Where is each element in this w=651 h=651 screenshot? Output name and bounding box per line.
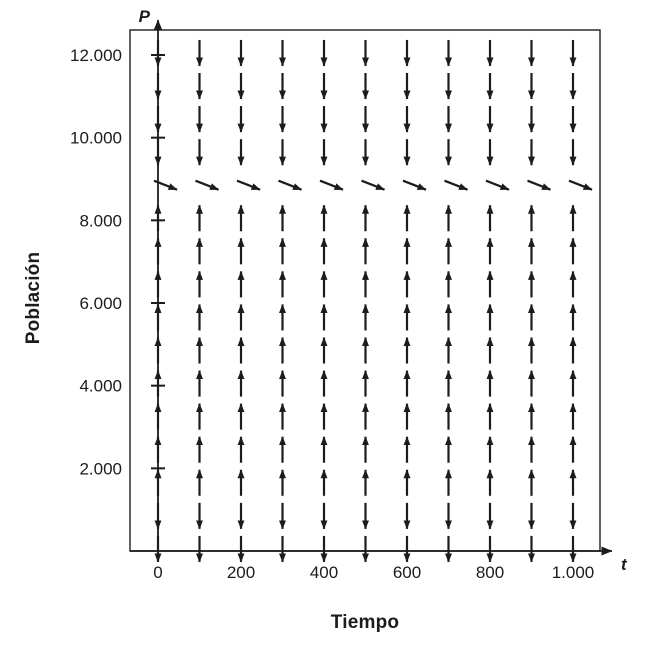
y-tick-label: 6.000 [79,294,122,313]
field-arrow-down-right [402,179,427,191]
field-arrow-down-right [195,179,219,191]
y-tick-label: 8.000 [79,211,122,230]
x-tick-label: 600 [393,563,421,582]
field-arrow-down-right [527,179,551,191]
x-tick-label: 200 [227,563,255,582]
y-tick-label: 4.000 [79,377,122,396]
field-arrow-down-right [568,179,593,191]
field-arrow-down-right [153,179,178,191]
x-tick-label: 0 [153,563,162,582]
field-arrow-down-right [361,179,385,191]
x-tick-label: 400 [310,563,338,582]
x-tick-label: 800 [476,563,504,582]
y-tick-label: 2.000 [79,459,122,478]
field-arrow-down-right [278,179,302,191]
x-tick-label: 1.000 [552,563,595,582]
field-arrow-down-right [236,179,261,191]
y-axis-title: Población [23,251,44,345]
x-axis-symbol: t [621,555,628,574]
y-axis-symbol: P [139,7,151,26]
x-axis-title: Tiempo [330,612,400,633]
field-arrow-down-right [319,179,344,191]
y-tick-label: 10.000 [70,129,122,148]
field-arrow-down-right [444,179,468,191]
y-tick-label: 12.000 [70,46,122,65]
field-arrow-down-right [485,179,510,191]
